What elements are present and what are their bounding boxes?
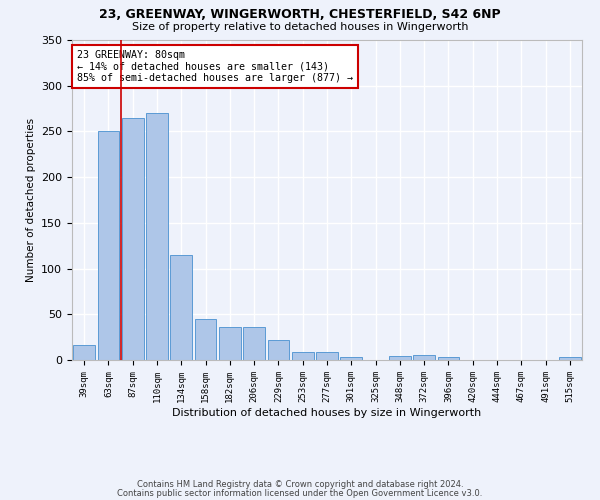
Text: Size of property relative to detached houses in Wingerworth: Size of property relative to detached ho… bbox=[132, 22, 468, 32]
Bar bbox=[413, 356, 435, 360]
Bar bbox=[389, 356, 411, 360]
Bar bbox=[437, 358, 460, 360]
Text: 23 GREENWAY: 80sqm
← 14% of detached houses are smaller (143)
85% of semi-detach: 23 GREENWAY: 80sqm ← 14% of detached hou… bbox=[77, 50, 353, 83]
Bar bbox=[170, 255, 192, 360]
Y-axis label: Number of detached properties: Number of detached properties bbox=[26, 118, 35, 282]
Bar bbox=[316, 352, 338, 360]
Text: Contains public sector information licensed under the Open Government Licence v3: Contains public sector information licen… bbox=[118, 488, 482, 498]
Bar bbox=[146, 113, 168, 360]
Bar bbox=[97, 132, 119, 360]
Bar bbox=[243, 327, 265, 360]
Bar bbox=[268, 340, 289, 360]
Text: 23, GREENWAY, WINGERWORTH, CHESTERFIELD, S42 6NP: 23, GREENWAY, WINGERWORTH, CHESTERFIELD,… bbox=[99, 8, 501, 20]
Bar bbox=[194, 319, 217, 360]
Bar bbox=[340, 358, 362, 360]
Text: Contains HM Land Registry data © Crown copyright and database right 2024.: Contains HM Land Registry data © Crown c… bbox=[137, 480, 463, 489]
Bar bbox=[219, 327, 241, 360]
Bar bbox=[292, 352, 314, 360]
Bar bbox=[559, 358, 581, 360]
X-axis label: Distribution of detached houses by size in Wingerworth: Distribution of detached houses by size … bbox=[172, 408, 482, 418]
Bar bbox=[122, 118, 143, 360]
Bar bbox=[73, 346, 95, 360]
